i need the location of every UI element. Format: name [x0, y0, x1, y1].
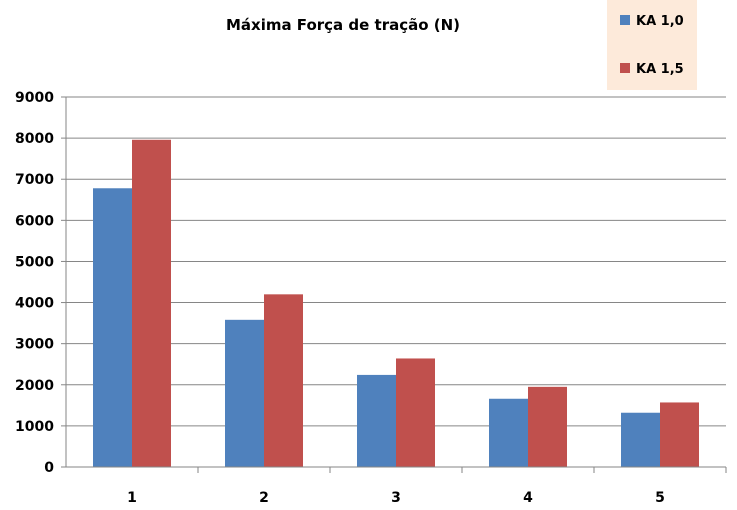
bar-series2-cat4 [528, 386, 567, 467]
y-tick-label: 5000 [15, 254, 54, 270]
gridlines [61, 96, 727, 473]
bar-series1-cat2 [225, 319, 264, 467]
legend-items: KA 1,0 KA 1,5 [620, 14, 684, 77]
y-tick-label: 4000 [15, 296, 54, 312]
bar-series1-cat5 [621, 412, 660, 467]
axes [65, 97, 726, 468]
bar-series2-cat5 [660, 402, 699, 467]
y-tick-label: 0 [44, 460, 54, 476]
y-tick-label: 2000 [15, 378, 54, 394]
bar-series2-cat2 [264, 294, 303, 467]
x-tick-label: 5 [655, 490, 665, 506]
legend-swatch [620, 63, 630, 73]
x-tick-label: 3 [391, 490, 401, 506]
y-tick-label: 1000 [15, 419, 54, 435]
legend-label: KA 1,5 [636, 62, 684, 77]
x-tick-labels: 1 2 3 4 5 [127, 490, 665, 506]
x-tick-label: 4 [523, 490, 533, 506]
y-tick-label: 8000 [15, 131, 54, 147]
y-tick-label: 6000 [15, 213, 54, 229]
bar-series2-cat1 [132, 139, 171, 467]
bar-series1-cat3 [357, 374, 396, 467]
x-tick-label: 2 [259, 490, 269, 506]
legend-swatch [620, 15, 630, 25]
chart-title: Máxima Força de tração (N) [226, 16, 460, 34]
bars [93, 139, 699, 467]
y-tick-labels: 0 1000 2000 3000 4000 5000 6000 7000 8000 9000 [15, 90, 54, 476]
x-tick-label: 1 [127, 490, 137, 506]
legend: KA 1,0 KA 1,5 [607, 0, 697, 90]
legend-label: KA 1,0 [636, 14, 684, 29]
y-tick-label: 7000 [15, 172, 54, 188]
bar-series1-cat1 [93, 188, 132, 467]
y-tick-label: 3000 [15, 337, 54, 353]
y-tick-label: 9000 [15, 90, 54, 106]
bar-series1-cat4 [489, 398, 528, 467]
bar-series2-cat3 [396, 358, 435, 467]
